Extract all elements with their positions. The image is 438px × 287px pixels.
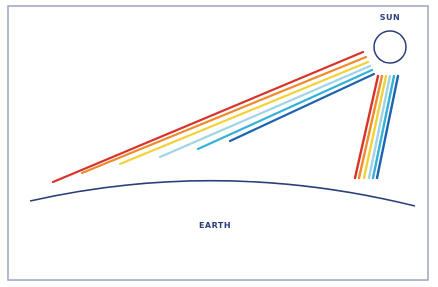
earth-label: EARTH: [199, 221, 231, 230]
diagram: SUN EARTH: [0, 0, 438, 287]
frame: [8, 6, 428, 280]
sun: [374, 31, 406, 63]
page: {"labels": {"sun": "SUN", "earth": "EART…: [0, 0, 438, 287]
sun-label: SUN: [380, 13, 400, 22]
